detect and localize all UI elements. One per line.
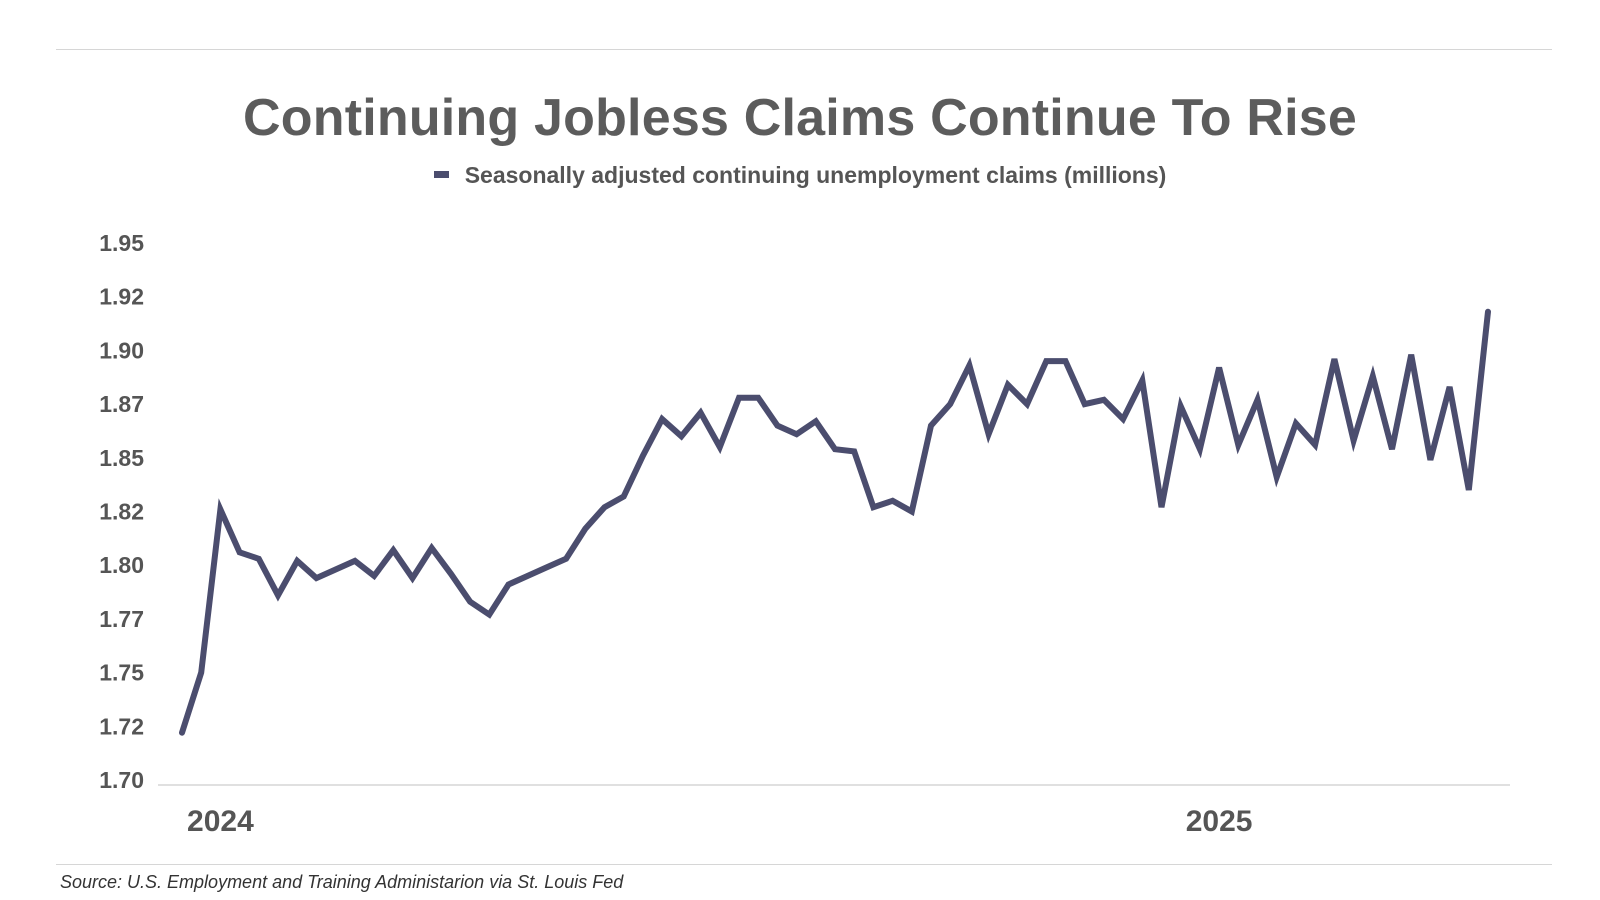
data-point	[1159, 504, 1165, 510]
legend-swatch	[433, 171, 449, 179]
data-point	[256, 556, 262, 562]
data-point	[659, 416, 665, 422]
data-point	[506, 582, 512, 588]
data-point	[294, 558, 300, 564]
data-point	[390, 547, 396, 553]
data-point	[352, 558, 358, 564]
data-point	[1389, 446, 1395, 452]
y-tick-label: 1.87	[99, 391, 144, 417]
data-point	[1427, 457, 1433, 463]
data-point	[640, 453, 646, 459]
data-point	[832, 446, 838, 452]
data-point	[448, 571, 454, 577]
data-point	[794, 431, 800, 437]
data-point	[1485, 309, 1491, 315]
data-point	[409, 575, 415, 581]
data-point	[909, 509, 915, 515]
data-point	[179, 730, 185, 736]
data-point	[1062, 358, 1068, 364]
data-point	[544, 564, 550, 570]
data-point	[621, 493, 627, 499]
series-layer	[179, 308, 1491, 736]
data-point	[870, 504, 876, 510]
data-point	[1408, 352, 1414, 358]
data-point	[698, 410, 704, 416]
y-tick-label: 1.75	[99, 660, 144, 686]
bottom-divider	[56, 864, 1552, 865]
x-axis: 2024 2025	[187, 805, 1252, 838]
y-tick-label: 1.90	[99, 337, 144, 363]
data-point	[1447, 384, 1453, 390]
y-tick-label: 1.82	[99, 499, 144, 525]
data-point	[1312, 442, 1318, 448]
y-tick-label: 1.70	[99, 767, 144, 793]
data-point	[1331, 356, 1337, 362]
y-axis: 1.70 1.72 1.75 1.77 1.80 1.82 1.85 1.87 1.90 1.92…	[99, 230, 144, 793]
data-point	[717, 444, 723, 450]
data-point	[429, 545, 435, 551]
data-point	[966, 362, 972, 368]
data-point	[563, 556, 569, 562]
data-point	[1043, 358, 1049, 364]
x-tick-label: 2024	[187, 805, 254, 838]
x-tick-label: 2025	[1186, 805, 1253, 838]
data-point	[275, 592, 281, 598]
data-point	[486, 612, 492, 618]
data-point	[1293, 420, 1299, 426]
legend-label: Seasonally adjusted continuing unemploym…	[464, 162, 1167, 188]
data-point	[371, 573, 377, 579]
data-point	[1370, 373, 1376, 379]
data-point	[1024, 401, 1030, 407]
data-point	[1139, 377, 1145, 383]
data-point	[678, 433, 684, 439]
data-point	[851, 448, 857, 454]
y-tick-label: 1.92	[99, 284, 144, 310]
data-point	[1255, 397, 1261, 403]
data-point	[333, 566, 339, 572]
data-point	[525, 573, 531, 579]
data-point	[237, 549, 243, 555]
data-point	[467, 599, 473, 605]
data-point	[755, 395, 761, 401]
source-note: Source: U.S. Employment and Training Adm…	[60, 872, 624, 892]
data-point	[1082, 401, 1088, 407]
data-point	[1197, 446, 1203, 452]
data-point	[774, 423, 780, 429]
data-point	[198, 670, 204, 676]
data-point	[1216, 365, 1222, 371]
data-point	[1005, 382, 1011, 388]
data-point	[1120, 416, 1126, 422]
data-point	[890, 498, 896, 504]
data-point	[928, 423, 934, 429]
data-point	[1274, 474, 1280, 480]
legend: Seasonally adjusted continuing unemploym…	[0, 162, 1600, 189]
data-point	[217, 506, 223, 512]
data-point	[1466, 487, 1472, 493]
data-point	[313, 575, 319, 581]
data-point	[736, 395, 742, 401]
data-point	[582, 526, 588, 532]
y-tick-label: 1.72	[99, 713, 144, 739]
chart-title: Continuing Jobless Claims Continue To Ri…	[243, 89, 1357, 147]
y-tick-label: 1.95	[99, 230, 144, 256]
data-point	[1351, 438, 1357, 444]
y-tick-label: 1.80	[99, 552, 144, 578]
data-point	[1235, 442, 1241, 448]
data-point	[813, 418, 819, 424]
data-point	[602, 504, 608, 510]
data-point	[1178, 403, 1184, 409]
y-tick-label: 1.85	[99, 445, 144, 471]
series-line	[179, 308, 1491, 736]
data-point	[986, 431, 992, 437]
top-divider	[56, 49, 1552, 50]
data-point	[947, 401, 953, 407]
data-point	[1101, 397, 1107, 403]
y-tick-label: 1.77	[99, 606, 144, 632]
